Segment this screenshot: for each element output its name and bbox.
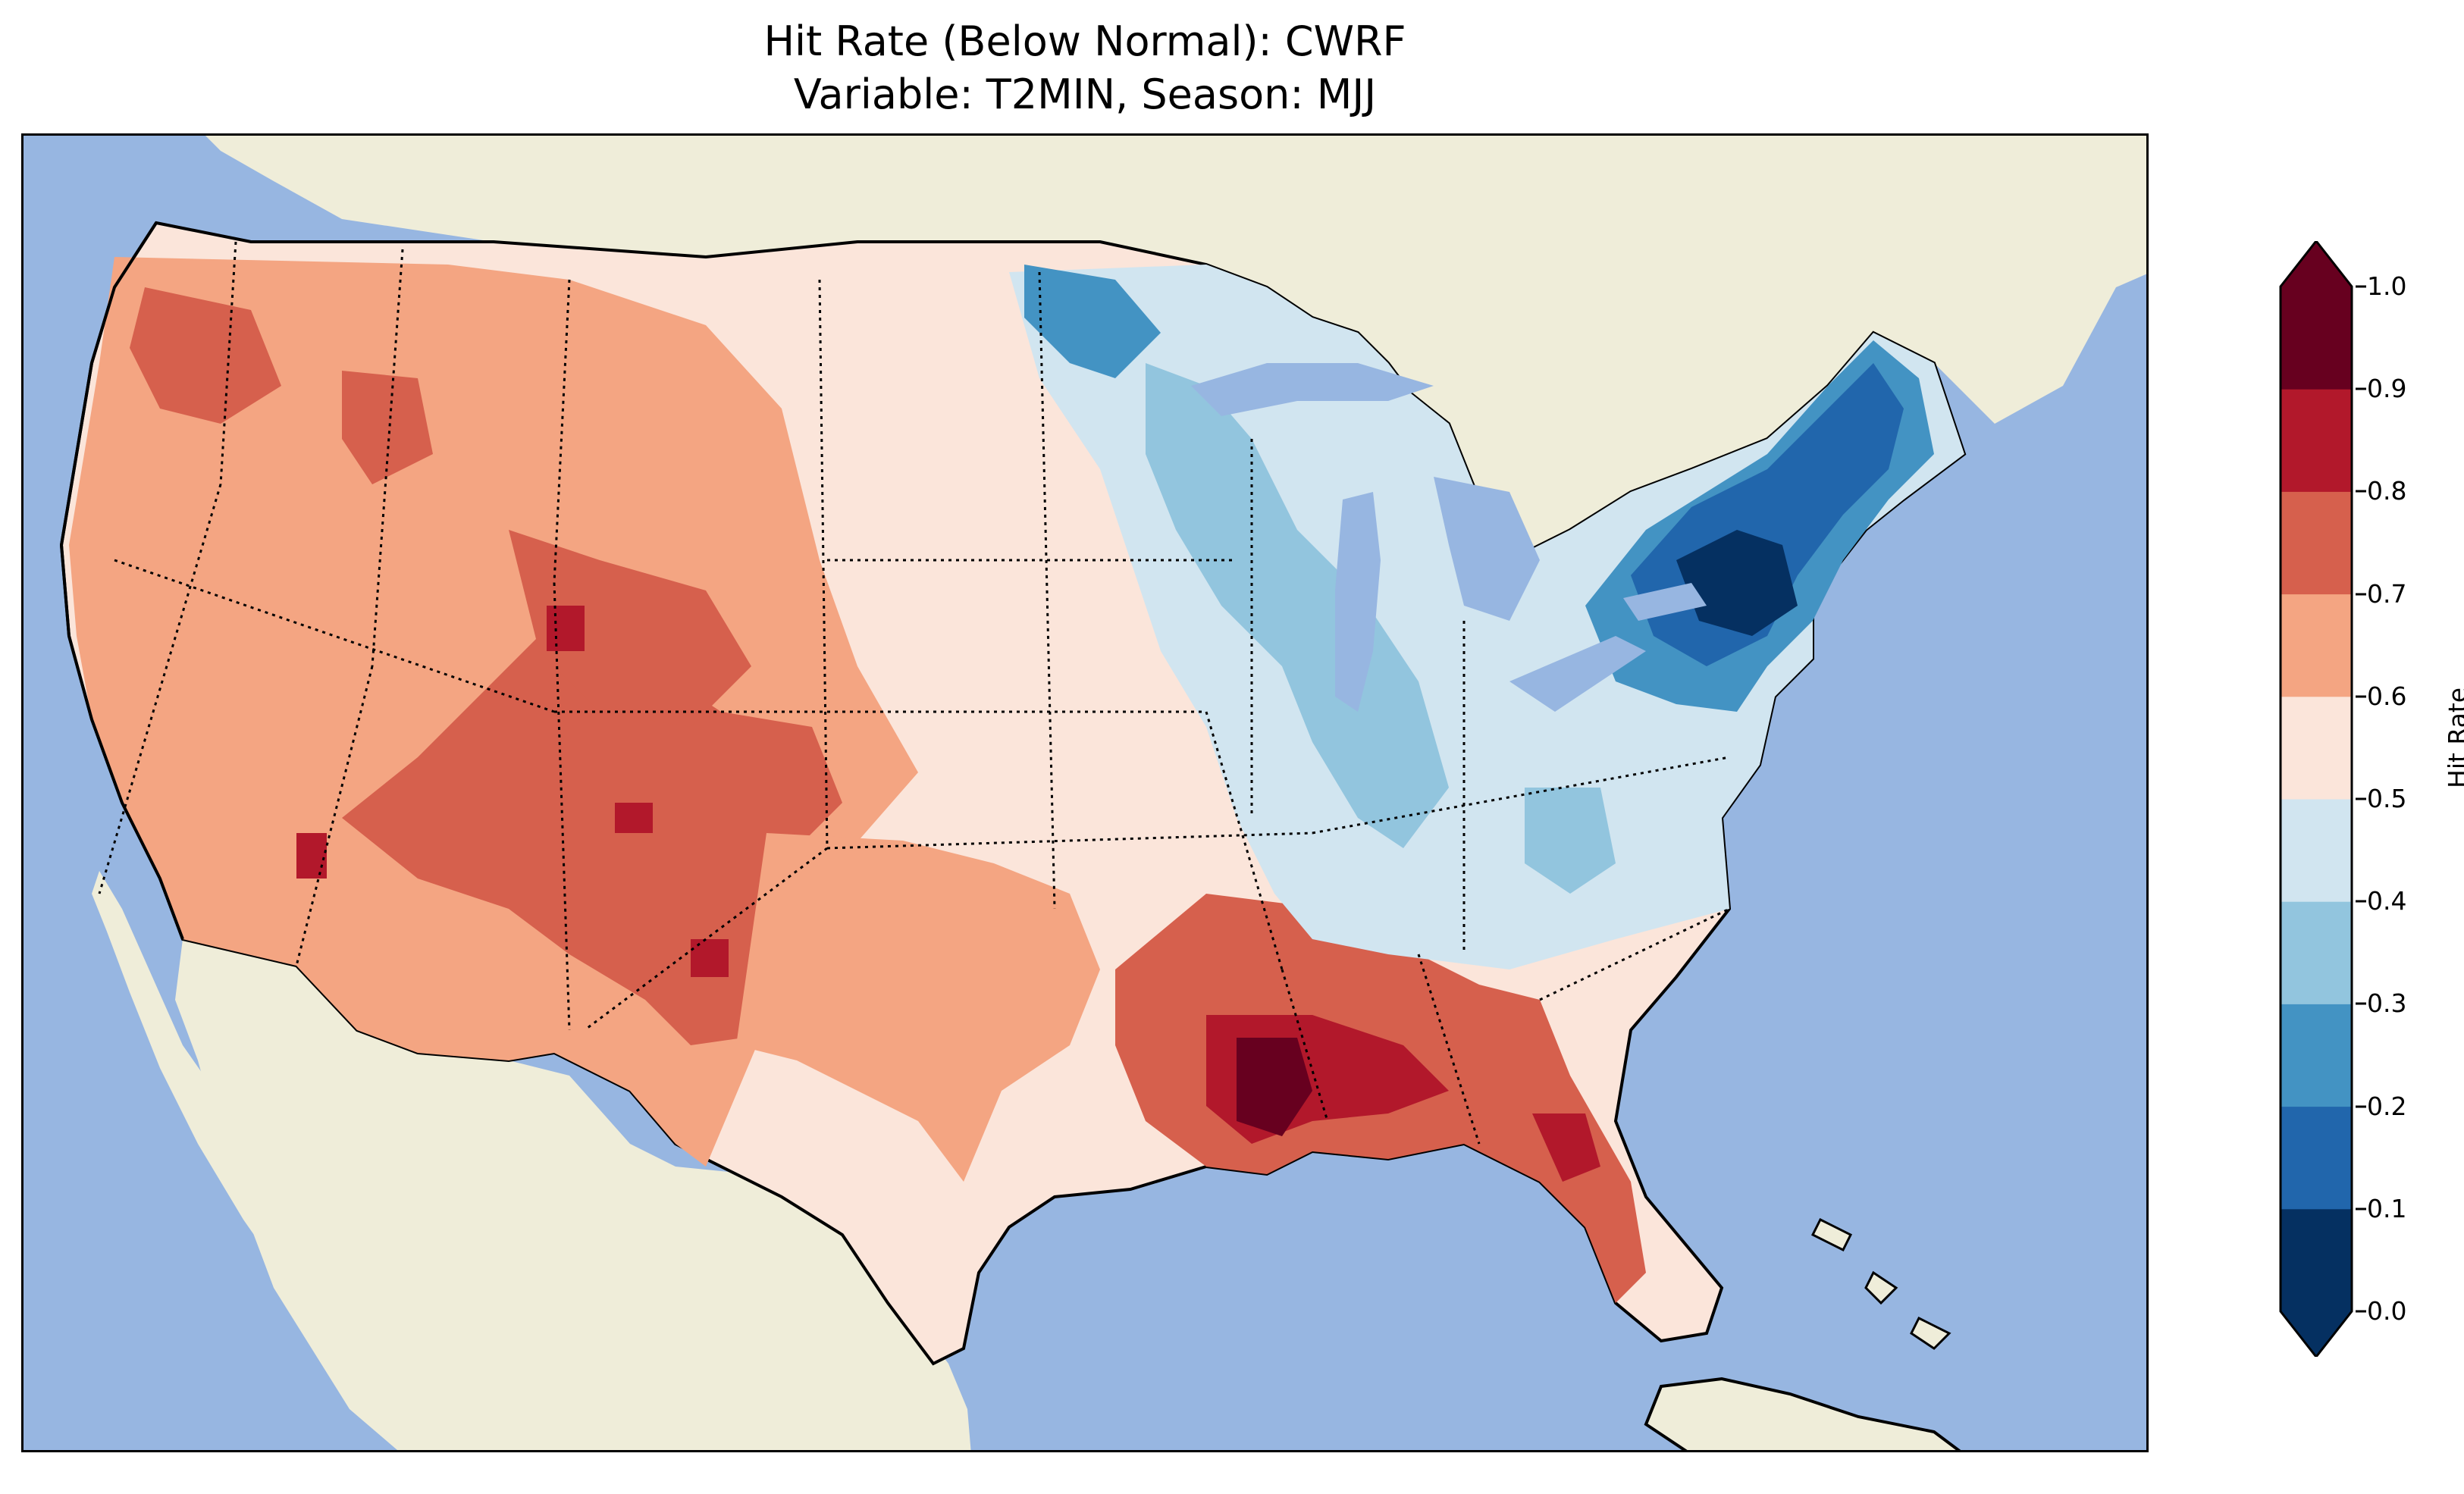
map-canvas <box>59 136 2146 1450</box>
colorbar-tick-mark <box>2356 387 2366 390</box>
colorbar-tick-label: 0.5 <box>2367 784 2407 813</box>
state-borders <box>98 241 1730 1145</box>
region-colorado <box>509 530 751 727</box>
region-louisiana-peak <box>1237 1038 1312 1136</box>
colorbar <box>2279 241 2353 1357</box>
colorbar-bin-0.0-0.1 <box>2281 1208 2352 1312</box>
region-minnesota <box>1024 265 1161 378</box>
region-northwest <box>130 287 281 424</box>
colorbar-bin-0.6-0.7 <box>2281 594 2352 697</box>
colorbar-tick-label: 1.0 <box>2367 271 2407 301</box>
lake-ontario <box>1623 583 1707 621</box>
colorbar-bin-0.7-0.8 <box>2281 491 2352 595</box>
colorbar-bin-0.1-0.2 <box>2281 1106 2352 1210</box>
map-panel[interactable] <box>21 133 2149 1452</box>
colorbar-bin-0.3-0.4 <box>2281 901 2352 1004</box>
colorbar-tick-label: 0.9 <box>2367 374 2407 404</box>
colorbar-tick-mark <box>2356 285 2366 288</box>
lake-erie <box>1509 636 1646 712</box>
colorbar-bin-0.5-0.6 <box>2281 696 2352 800</box>
colorbar-tick-mark <box>2356 1310 2366 1313</box>
region-great-lakes <box>1146 363 1449 848</box>
colorbar-tick-label: 0.4 <box>2367 886 2407 916</box>
colorbar-tick-label: 0.2 <box>2367 1091 2407 1121</box>
colorbar-tick-mark <box>2356 1207 2366 1211</box>
lake-huron <box>1434 477 1540 621</box>
baja-peninsula <box>92 871 448 1424</box>
region-florida-panhandle <box>1532 1113 1600 1182</box>
colorbar-tick-mark <box>2356 900 2366 903</box>
coastline <box>59 221 184 940</box>
cuba-island <box>1644 1377 1961 1450</box>
colorbar-bin-0.4-0.5 <box>2281 799 2352 902</box>
colorbar-extend-under <box>2281 1311 2352 1357</box>
region-texas <box>736 833 1100 1182</box>
colorbar-tick-mark <box>2356 1002 2366 1005</box>
colorbar-tick-mark <box>2356 1105 2366 1108</box>
colorbar-tick-mark <box>2356 490 2366 493</box>
map-title-line1: Hit Rate (Below Normal): CWRF <box>763 17 1406 65</box>
region-ohio-valley <box>1525 788 1616 894</box>
colorbar-tick-label: 0.6 <box>2367 681 2407 711</box>
colorbar-tick-label: 0.1 <box>2367 1193 2407 1223</box>
colorbar-bin-0.2-0.3 <box>2281 1004 2352 1107</box>
colorbar-bin-0.9-1.0 <box>2281 287 2352 390</box>
lake-michigan <box>1335 492 1381 712</box>
lake-superior <box>1191 363 1434 416</box>
colorbar-tick-label: 0.8 <box>2367 476 2407 506</box>
bahamas-islands <box>1810 1217 1951 1350</box>
colorbar-tick-mark <box>2356 797 2366 800</box>
region-new-york <box>1676 530 1798 636</box>
colorbar-tick-label: 0.0 <box>2367 1296 2407 1326</box>
colorbar-outline <box>2279 241 2353 1357</box>
colorbar-tick-mark <box>2356 593 2366 596</box>
colorbar-bin-0.8-0.9 <box>2281 389 2352 492</box>
canada-land <box>205 136 2146 560</box>
colorbar-label: Hit Rate <box>2443 687 2464 788</box>
map-title-line2: Variable: T2MIN, Season: MJJ <box>793 70 1377 118</box>
colorbar-tick-mark <box>2356 695 2366 698</box>
colorbar-tick-label: 0.7 <box>2367 578 2407 609</box>
region-idaho <box>342 371 433 484</box>
colorbar-extend-over <box>2281 241 2352 287</box>
colorbar-tick-label: 0.3 <box>2367 988 2407 1019</box>
mexico-land <box>175 939 971 1450</box>
